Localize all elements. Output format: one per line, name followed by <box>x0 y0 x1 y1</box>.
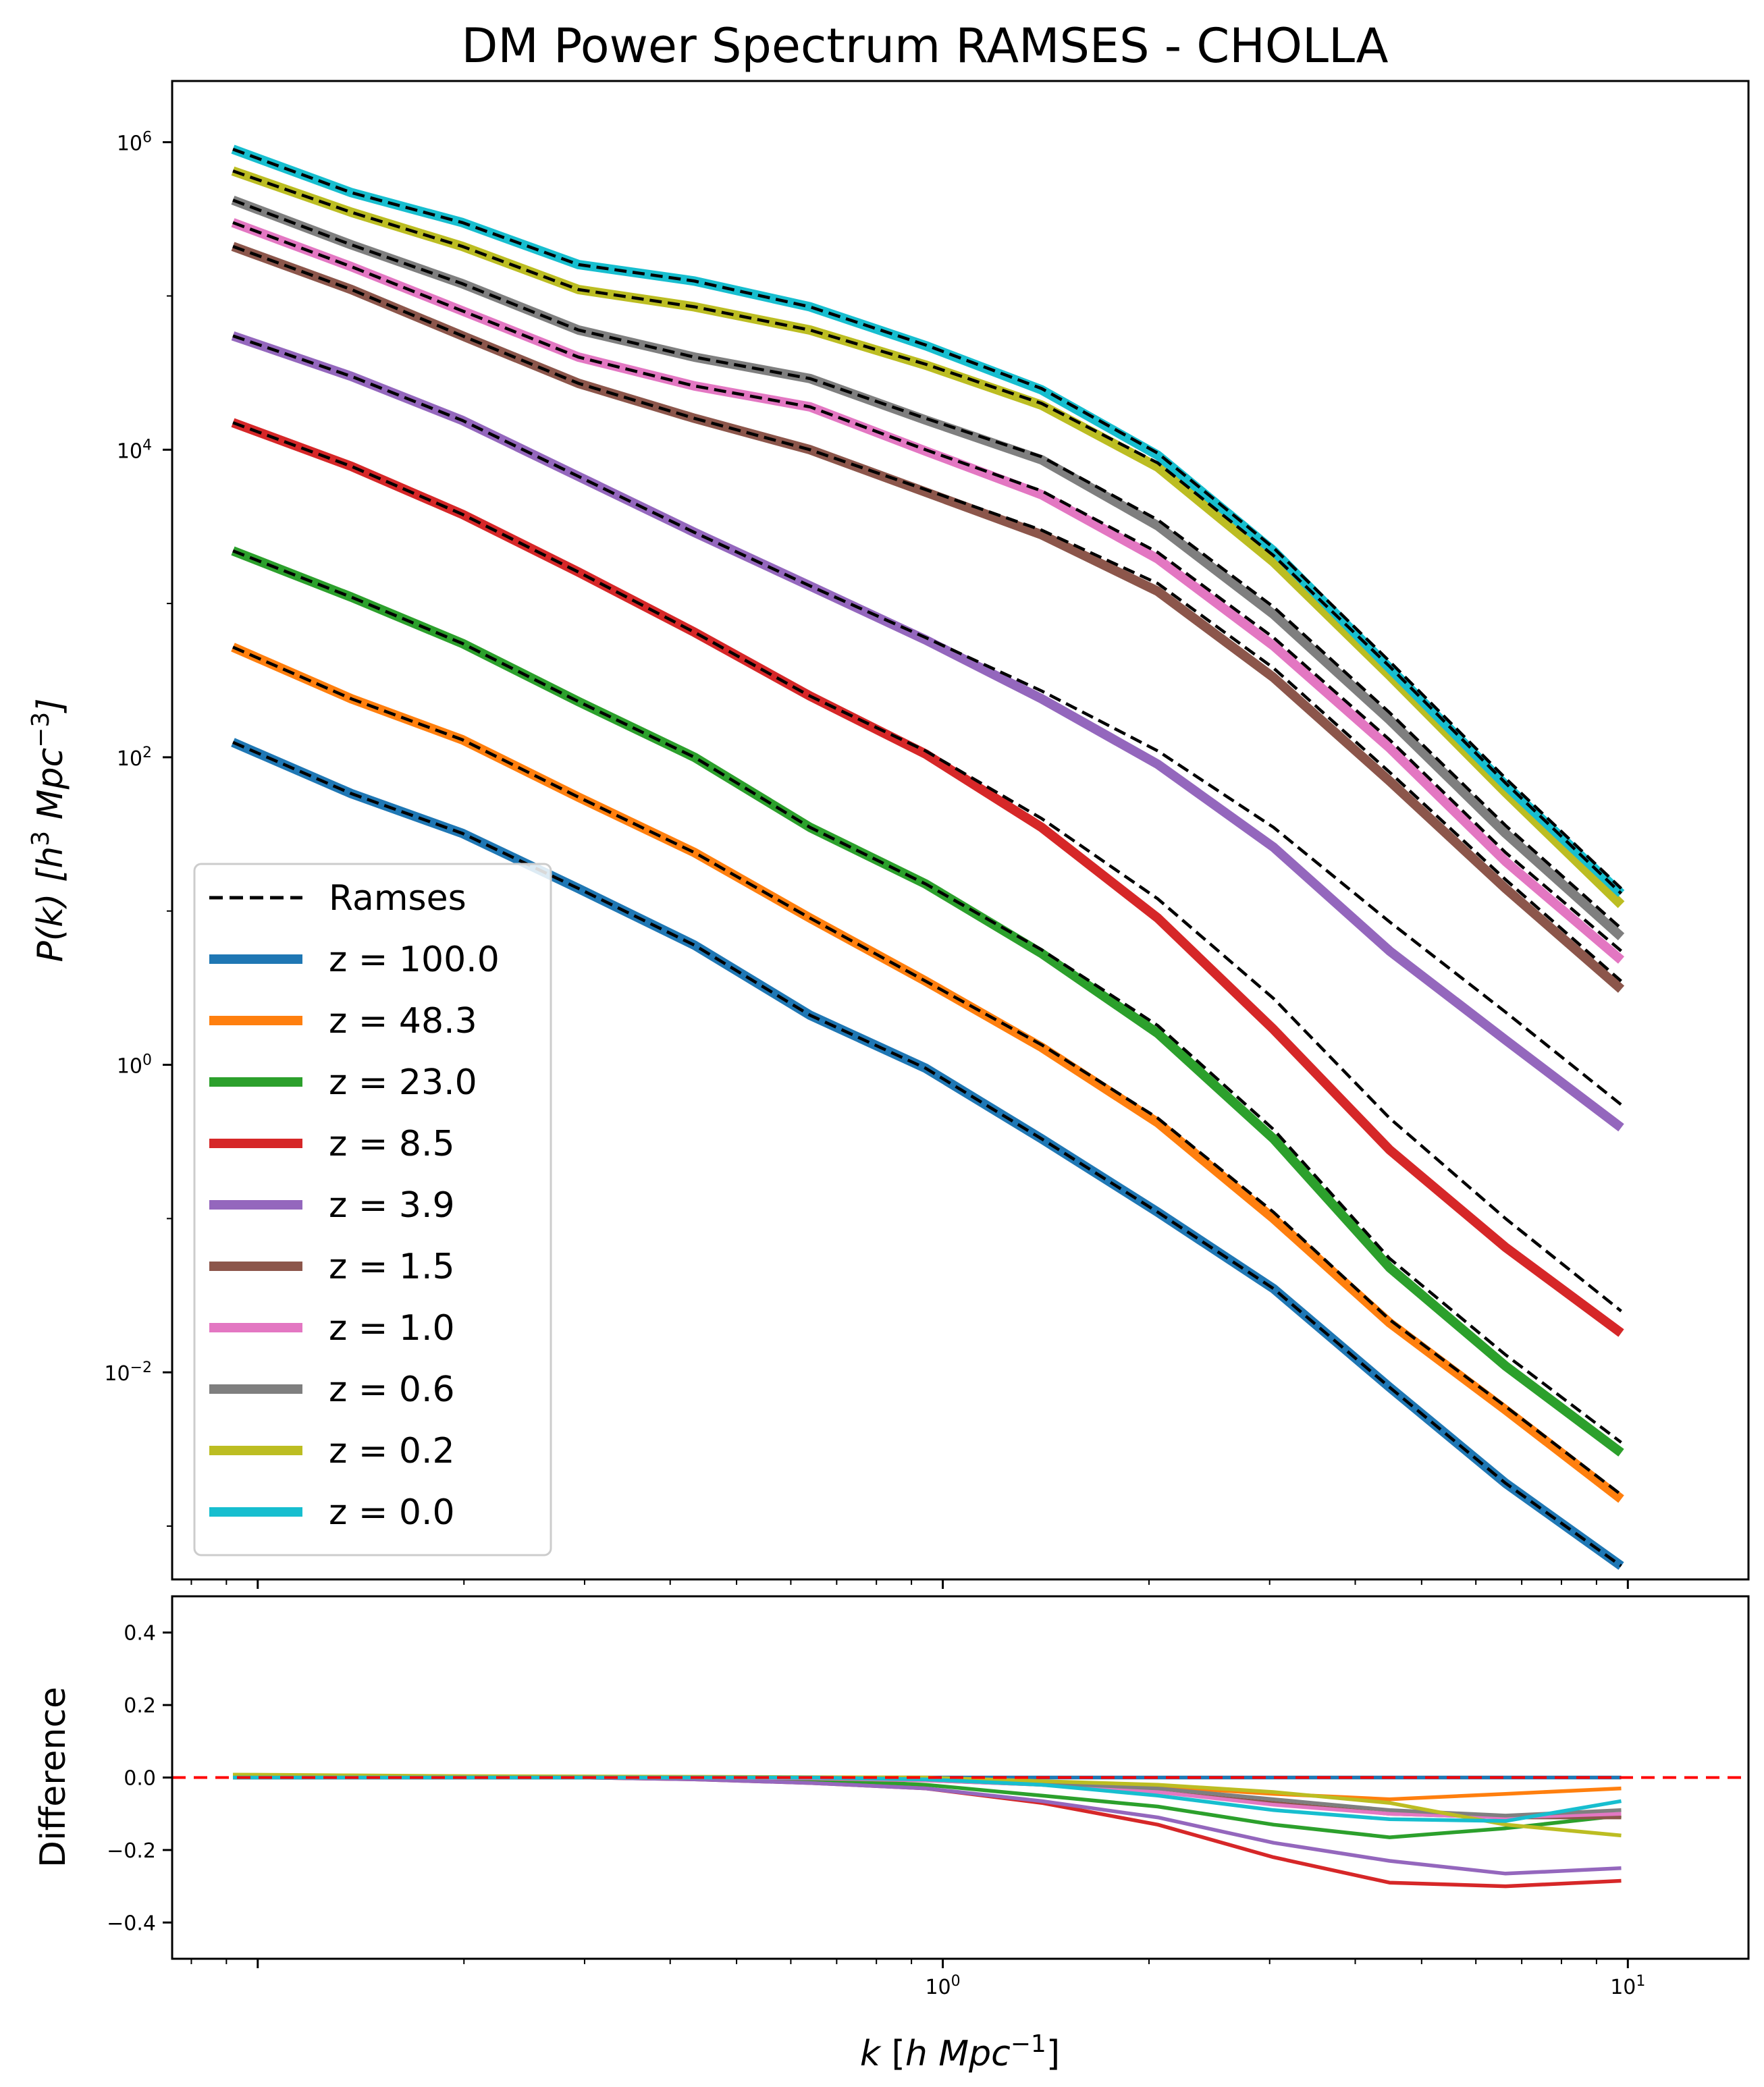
legend-label: z = 0.6 <box>329 1370 455 1410</box>
legend: Ramses z = 100.0 z = 48.3 z = 23.0 z = 8.5 z … <box>193 863 552 1556</box>
bottom-x-tick-exponent: 0 <box>951 1973 961 1990</box>
top-y-tick-exponent: 6 <box>142 129 152 146</box>
legend-label: z = 48.3 <box>329 1001 477 1041</box>
legend-label: z = 1.0 <box>329 1308 455 1349</box>
legend-label: z = 0.0 <box>329 1492 455 1533</box>
legend-label: z = 0.2 <box>329 1431 455 1471</box>
ramses-reference-line <box>232 740 1622 1567</box>
legend-label: z = 8.5 <box>329 1124 455 1164</box>
bottom-y-tick-label: 0.0 <box>124 1767 156 1791</box>
legend-label: z = 100.0 <box>329 940 500 980</box>
ramses-reference-line <box>232 645 1622 1496</box>
bottom-y-tick-label: −0.2 <box>107 1839 156 1863</box>
ramses-reference-line <box>232 169 1623 895</box>
chart-title: DM Power Spectrum RAMSES - CHOLLA <box>462 18 1389 74</box>
difference-panel: 0.40.20.0−0.2−0.4 100 101 Difference k [h… <box>33 1595 1750 2075</box>
top-y-tick-exponent: 2 <box>142 744 152 761</box>
ramses-reference-line <box>232 198 1622 930</box>
top-y-tick-label: 106 <box>117 129 152 156</box>
ramses-reference-line <box>232 334 1622 1106</box>
ramses-reference-line <box>232 421 1622 1313</box>
top-y-tick-exponent: −2 <box>130 1359 152 1376</box>
ramses-reference-line <box>232 244 1622 983</box>
legend-items: Ramses z = 100.0 z = 48.3 z = 23.0 z = 8.5 z … <box>209 878 500 1533</box>
bottom-plot-frame <box>171 1595 1750 1960</box>
x-axis-label: k [h Mpc−1] <box>860 2030 1060 2075</box>
bottom-x-tick-label: 101 <box>1610 1973 1645 2000</box>
top-plot-frame <box>171 80 1750 1581</box>
legend-frame <box>193 863 552 1556</box>
bottom-y-tick-label: 0.2 <box>124 1694 156 1718</box>
legend-label: Ramses <box>329 878 466 919</box>
ramses-reference-line <box>232 549 1622 1444</box>
bottom-x-tick-exponent: 1 <box>1636 1973 1645 1990</box>
bottom-y-tick-label: 0.4 <box>124 1622 156 1646</box>
bottom-y-axis-label: Difference <box>33 1687 74 1868</box>
bottom-y-ticks: 0.4 0.2 0.0 −0.2 −0.4 <box>107 1622 172 1935</box>
legend-label: z = 3.9 <box>329 1185 455 1226</box>
legend-label: z = 1.5 <box>329 1247 455 1287</box>
legend-label: z = 23.0 <box>329 1062 477 1103</box>
top-y-tick-exponent: 4 <box>142 437 152 454</box>
power-spectrum-lines <box>231 144 1625 1570</box>
ramses-reference-line <box>232 147 1623 890</box>
bottom-y-tick-label: −0.4 <box>107 1912 156 1935</box>
difference-lines <box>172 1772 1748 1889</box>
top-y-tick-exponent: 0 <box>142 1052 152 1068</box>
ramses-reference-line <box>232 221 1622 952</box>
